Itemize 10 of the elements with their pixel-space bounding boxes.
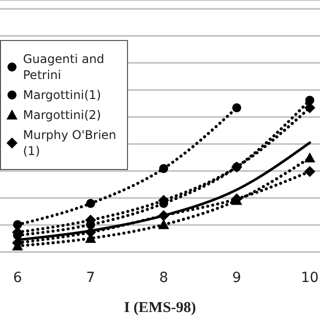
legend-label: Murphy O'Brien (1): [23, 127, 118, 159]
legend-label: Guagenti and Petrini: [23, 51, 106, 83]
x-tick-label: 9: [232, 270, 242, 286]
x-axis-title: I (EMS-98): [124, 300, 196, 316]
x-tick-label: 10: [300, 270, 319, 286]
x-tick-label: 6: [13, 270, 22, 286]
x-tick-label: 7: [86, 270, 96, 286]
legend-label: Margottini(2): [23, 107, 102, 123]
x-tick-label: 8: [159, 270, 168, 286]
legend-label: Margottini(1): [23, 87, 102, 103]
